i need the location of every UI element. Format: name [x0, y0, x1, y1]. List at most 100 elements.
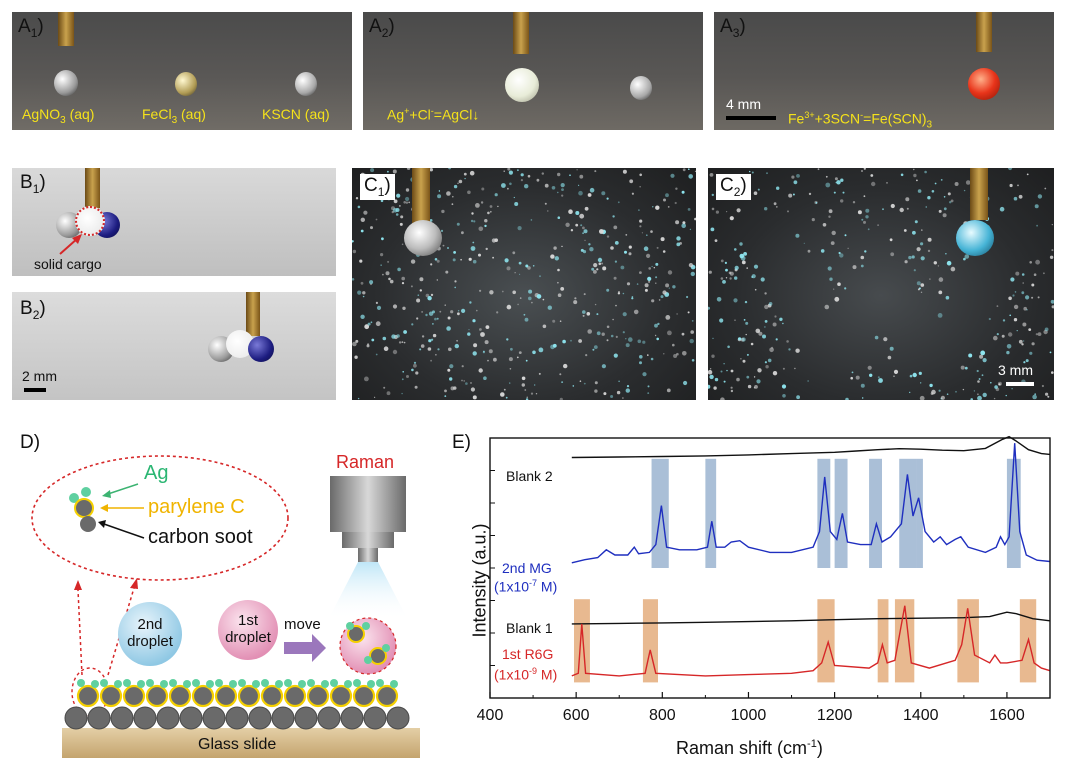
particle: [839, 253, 844, 258]
particle: [850, 376, 853, 380]
particle: [552, 319, 556, 323]
particle: [720, 259, 724, 263]
particle: [662, 290, 667, 295]
ag-particle: [100, 679, 108, 687]
particle: [946, 260, 952, 266]
particle: [592, 348, 595, 351]
particle: [561, 194, 564, 197]
particle: [427, 347, 432, 351]
particle: [578, 190, 583, 196]
ag-particle: [376, 679, 384, 687]
particle: [380, 264, 382, 266]
particle: [646, 234, 648, 236]
particle: [825, 182, 831, 188]
particle: [870, 174, 874, 177]
coated-soot-particle: [99, 684, 123, 708]
particle: [434, 317, 437, 321]
particle: [933, 261, 937, 265]
particle: [708, 270, 712, 274]
particle: [413, 363, 417, 368]
particle: [392, 208, 398, 213]
particle: [746, 353, 749, 356]
soot-particle: [294, 706, 318, 730]
particle: [513, 196, 515, 199]
scale-bar: [24, 388, 46, 392]
zoom-ellipse: [31, 455, 289, 581]
panel-b1-photo: B1) solid cargo: [12, 168, 336, 276]
particle: [689, 228, 692, 231]
particle: [601, 191, 606, 196]
particle: [509, 368, 512, 370]
particle: [647, 276, 652, 281]
particle: [917, 189, 922, 193]
particle: [865, 208, 870, 213]
particle: [435, 354, 437, 356]
particle: [764, 326, 766, 328]
particle-field: [708, 168, 1054, 400]
particle: [675, 187, 678, 190]
particle: [399, 205, 401, 207]
particle: [504, 258, 509, 263]
particle: [681, 190, 685, 194]
panel-a1-photo: A1) AgNO3 (aq) FeCl3 (aq) KSCN (aq): [12, 12, 352, 130]
particle: [399, 222, 403, 226]
particle: [436, 259, 440, 263]
particle: [383, 386, 386, 389]
particle: [628, 337, 633, 342]
particle: [1031, 283, 1035, 287]
particle: [978, 378, 981, 380]
particle: [751, 274, 756, 279]
particle: [682, 221, 686, 225]
particle: [977, 395, 982, 400]
particle: [647, 385, 650, 388]
particle: [506, 338, 509, 341]
particle: [518, 261, 522, 265]
soot-particle: [133, 706, 157, 730]
particle: [943, 207, 947, 211]
particle: [470, 246, 476, 251]
particle: [472, 259, 477, 264]
particle: [857, 210, 862, 215]
coated-soot-particle: [122, 684, 146, 708]
particle: [639, 225, 642, 228]
particle: [508, 170, 513, 175]
particle: [847, 247, 849, 249]
peak-band-orange: [817, 599, 835, 683]
particle: [642, 340, 646, 344]
particle: [457, 312, 460, 316]
particle: [355, 339, 359, 343]
particle: [446, 326, 451, 331]
particle: [646, 253, 651, 258]
particle: [450, 310, 454, 314]
peak-band-orange: [894, 599, 915, 683]
particle: [578, 184, 580, 186]
particle: [708, 369, 713, 375]
particle: [909, 391, 911, 394]
particle: [938, 389, 941, 392]
ag-particle: [353, 679, 361, 687]
x-tick-label: 1600: [989, 707, 1025, 724]
particle: [461, 231, 464, 235]
ag-particle: [146, 679, 154, 687]
particle: [863, 220, 866, 224]
particle: [883, 337, 888, 342]
particle: [899, 207, 904, 213]
particle: [578, 339, 582, 343]
particle: [360, 314, 365, 319]
particle: [457, 182, 459, 184]
particle: [432, 333, 437, 338]
particle: [937, 265, 940, 267]
particle: [579, 174, 584, 179]
particle: [425, 313, 428, 317]
particle: [736, 377, 740, 382]
particle: [480, 332, 485, 337]
particle: [861, 170, 863, 172]
particle: [666, 388, 671, 393]
particle: [396, 193, 401, 198]
particle: [389, 279, 394, 284]
particle: [968, 353, 973, 358]
particle: [615, 335, 618, 338]
particle: [864, 250, 867, 253]
particle: [764, 304, 769, 310]
soot-particle: [110, 706, 134, 730]
